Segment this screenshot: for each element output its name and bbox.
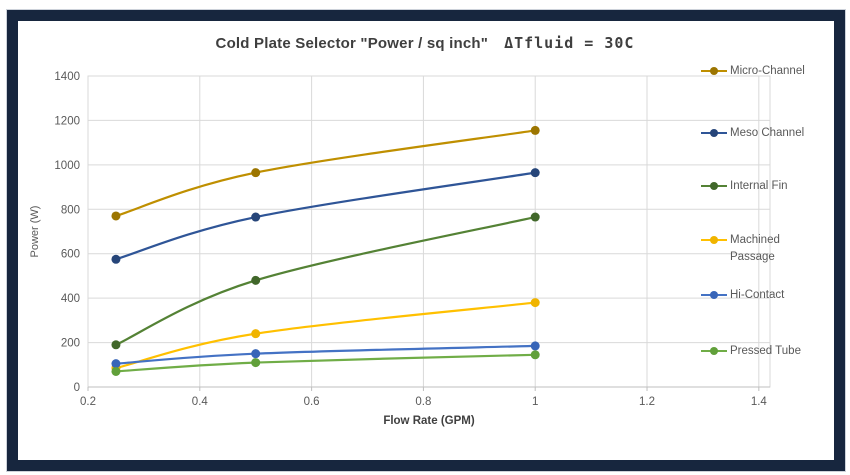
x-axis-title: Flow Rate (GPM): [383, 415, 475, 427]
x-tick-label-0.2: 0.2: [80, 396, 96, 408]
y-tick-label-600: 600: [61, 249, 80, 261]
legend-dot: [710, 67, 718, 75]
series-line-hi-contact: [114, 344, 537, 365]
series-line-machined-passage: [114, 301, 537, 370]
chart-title-main: Cold Plate Selector "Power / sq inch": [215, 35, 489, 52]
chart-legend: Micro-Channel Meso Channel Internal Fin Mac…: [701, 0, 831, 475]
legend-label: Meso Channel: [730, 127, 805, 139]
legend-label: Internal Fin: [730, 180, 788, 192]
data-point-machined-passage-1: [530, 298, 540, 308]
data-point-hi-contact-0.25: [111, 359, 121, 369]
legend-marker-icon: [701, 287, 727, 301]
legend-item-pressed-tube: Pressed Tube: [701, 343, 801, 360]
legend-marker-icon: [701, 125, 727, 139]
x-tick-label-1: 1: [532, 396, 538, 408]
y-tick-label-400: 400: [61, 293, 80, 305]
data-point-meso-channel-0.25: [111, 254, 121, 264]
legend-marker-icon: [701, 63, 727, 77]
plot-area-border: [87, 75, 771, 388]
x-tick-label-1.4: 1.4: [751, 396, 768, 408]
legend-item-internal-fin: Internal Fin: [701, 178, 788, 195]
legend-dot: [710, 129, 718, 137]
y-tick-label-800: 800: [61, 204, 80, 216]
legend-label: Pressed Tube: [730, 345, 801, 357]
data-point-pressed-tube-0.5: [251, 358, 261, 368]
y-axis-title: Power (W): [29, 206, 41, 258]
legend-dot: [710, 347, 718, 355]
x-tick-label-0.4: 0.4: [192, 396, 209, 408]
legend-item-micro-channel: Micro-Channel: [701, 63, 805, 80]
data-point-hi-contact-0.5: [251, 349, 261, 359]
data-point-internal-fin-0.25: [111, 340, 121, 350]
data-point-meso-channel-1: [530, 168, 540, 178]
data-point-internal-fin-1: [530, 212, 540, 222]
legend-label: Machined Passage: [730, 234, 780, 263]
legend-marker-icon: [701, 232, 727, 246]
data-point-pressed-tube-0.25: [111, 366, 121, 376]
y-tick-label-200: 200: [61, 338, 80, 350]
legend-dot: [710, 291, 718, 299]
data-point-machined-passage-0.5: [251, 329, 261, 339]
series-line-pressed-tube: [114, 353, 537, 373]
legend-dot: [710, 182, 718, 190]
series-line-micro-channel: [114, 129, 537, 218]
x-tick-label-0.8: 0.8: [415, 396, 431, 408]
x-tick-label-0.6: 0.6: [304, 396, 320, 408]
data-point-internal-fin-0.5: [251, 275, 261, 285]
legend-item-machined-passage: Machined Passage: [701, 232, 826, 266]
data-point-meso-channel-0.5: [251, 212, 261, 222]
legend-item-meso-channel: Meso Channel: [701, 125, 804, 142]
x-tick-label-1.2: 1.2: [639, 396, 655, 408]
y-tick-label-1000: 1000: [54, 160, 80, 172]
y-tick-label-0: 0: [74, 382, 80, 394]
data-point-pressed-tube-1: [530, 350, 540, 360]
series-line-internal-fin: [114, 215, 537, 346]
chart-title: Cold Plate Selector "Power / sq inch" ΔTf…: [100, 34, 750, 52]
data-point-micro-channel-0.25: [111, 211, 121, 221]
chart-title-delta: ΔTfluid = 30C: [504, 34, 635, 52]
y-tick-label-1400: 1400: [54, 71, 80, 83]
y-tick-label-1200: 1200: [54, 115, 80, 127]
data-point-micro-channel-1: [530, 125, 540, 135]
legend-marker-icon: [701, 178, 727, 192]
legend-label: Micro-Channel: [730, 65, 805, 77]
legend-label: Hi-Contact: [730, 289, 785, 301]
legend-dot: [710, 236, 718, 244]
legend-item-hi-contact: Hi-Contact: [701, 287, 784, 304]
data-point-micro-channel-0.5: [251, 168, 261, 178]
series-line-meso-channel: [114, 171, 537, 261]
data-point-hi-contact-1: [530, 341, 540, 351]
legend-marker-icon: [701, 343, 727, 357]
